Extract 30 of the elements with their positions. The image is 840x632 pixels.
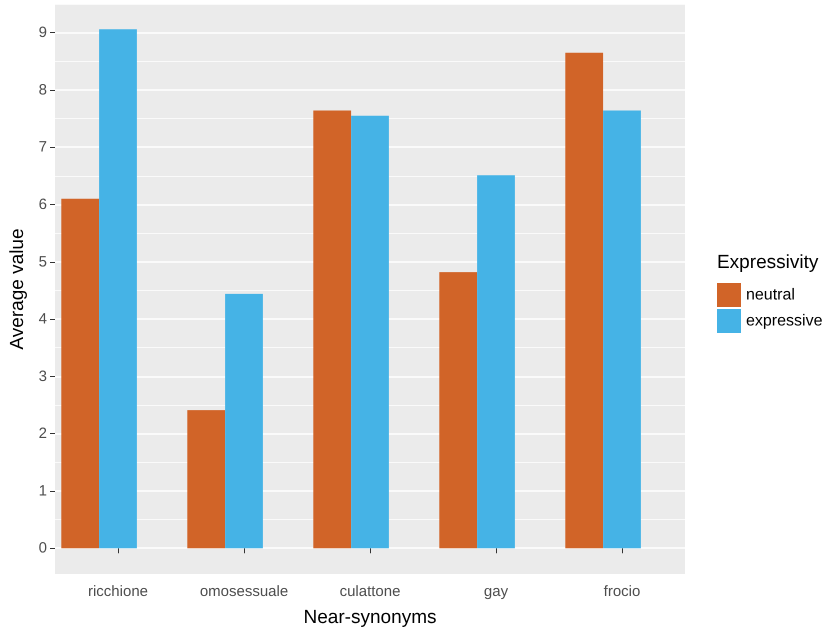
y-tick-label: 4 — [38, 310, 47, 328]
bar — [313, 110, 352, 548]
y-tick-label: 2 — [38, 425, 47, 442]
x-axis-title: Near-synonyms — [303, 607, 437, 628]
bar — [99, 29, 137, 548]
bar — [477, 175, 515, 548]
x-tick-label: ricchione — [88, 583, 148, 600]
y-tick-label: 8 — [38, 81, 47, 98]
y-tick-label: 6 — [38, 196, 47, 214]
x-tick-label: culattone — [340, 583, 400, 600]
x-tick-label: frocio — [604, 583, 640, 600]
bar — [225, 294, 263, 548]
legend-label: neutral — [746, 286, 795, 304]
y-tick-label: 1 — [38, 482, 47, 500]
legend-label: expressive — [746, 312, 823, 330]
bar — [439, 272, 478, 548]
y-tick-label: 5 — [38, 253, 47, 270]
y-tick-label: 3 — [38, 368, 47, 385]
legend-title: Expressivity — [717, 252, 819, 273]
bar — [351, 116, 389, 548]
bar — [565, 52, 604, 548]
x-tick-label: omosessuale — [200, 583, 288, 600]
y-tick-label: 0 — [38, 540, 47, 557]
x-tick-label: gay — [484, 583, 509, 600]
y-axis-title: Average value — [7, 228, 28, 350]
bar — [187, 410, 226, 548]
bar — [603, 110, 641, 548]
y-tick-label: 7 — [38, 138, 47, 156]
bar — [61, 198, 100, 548]
y-tick-label: 9 — [38, 24, 47, 42]
